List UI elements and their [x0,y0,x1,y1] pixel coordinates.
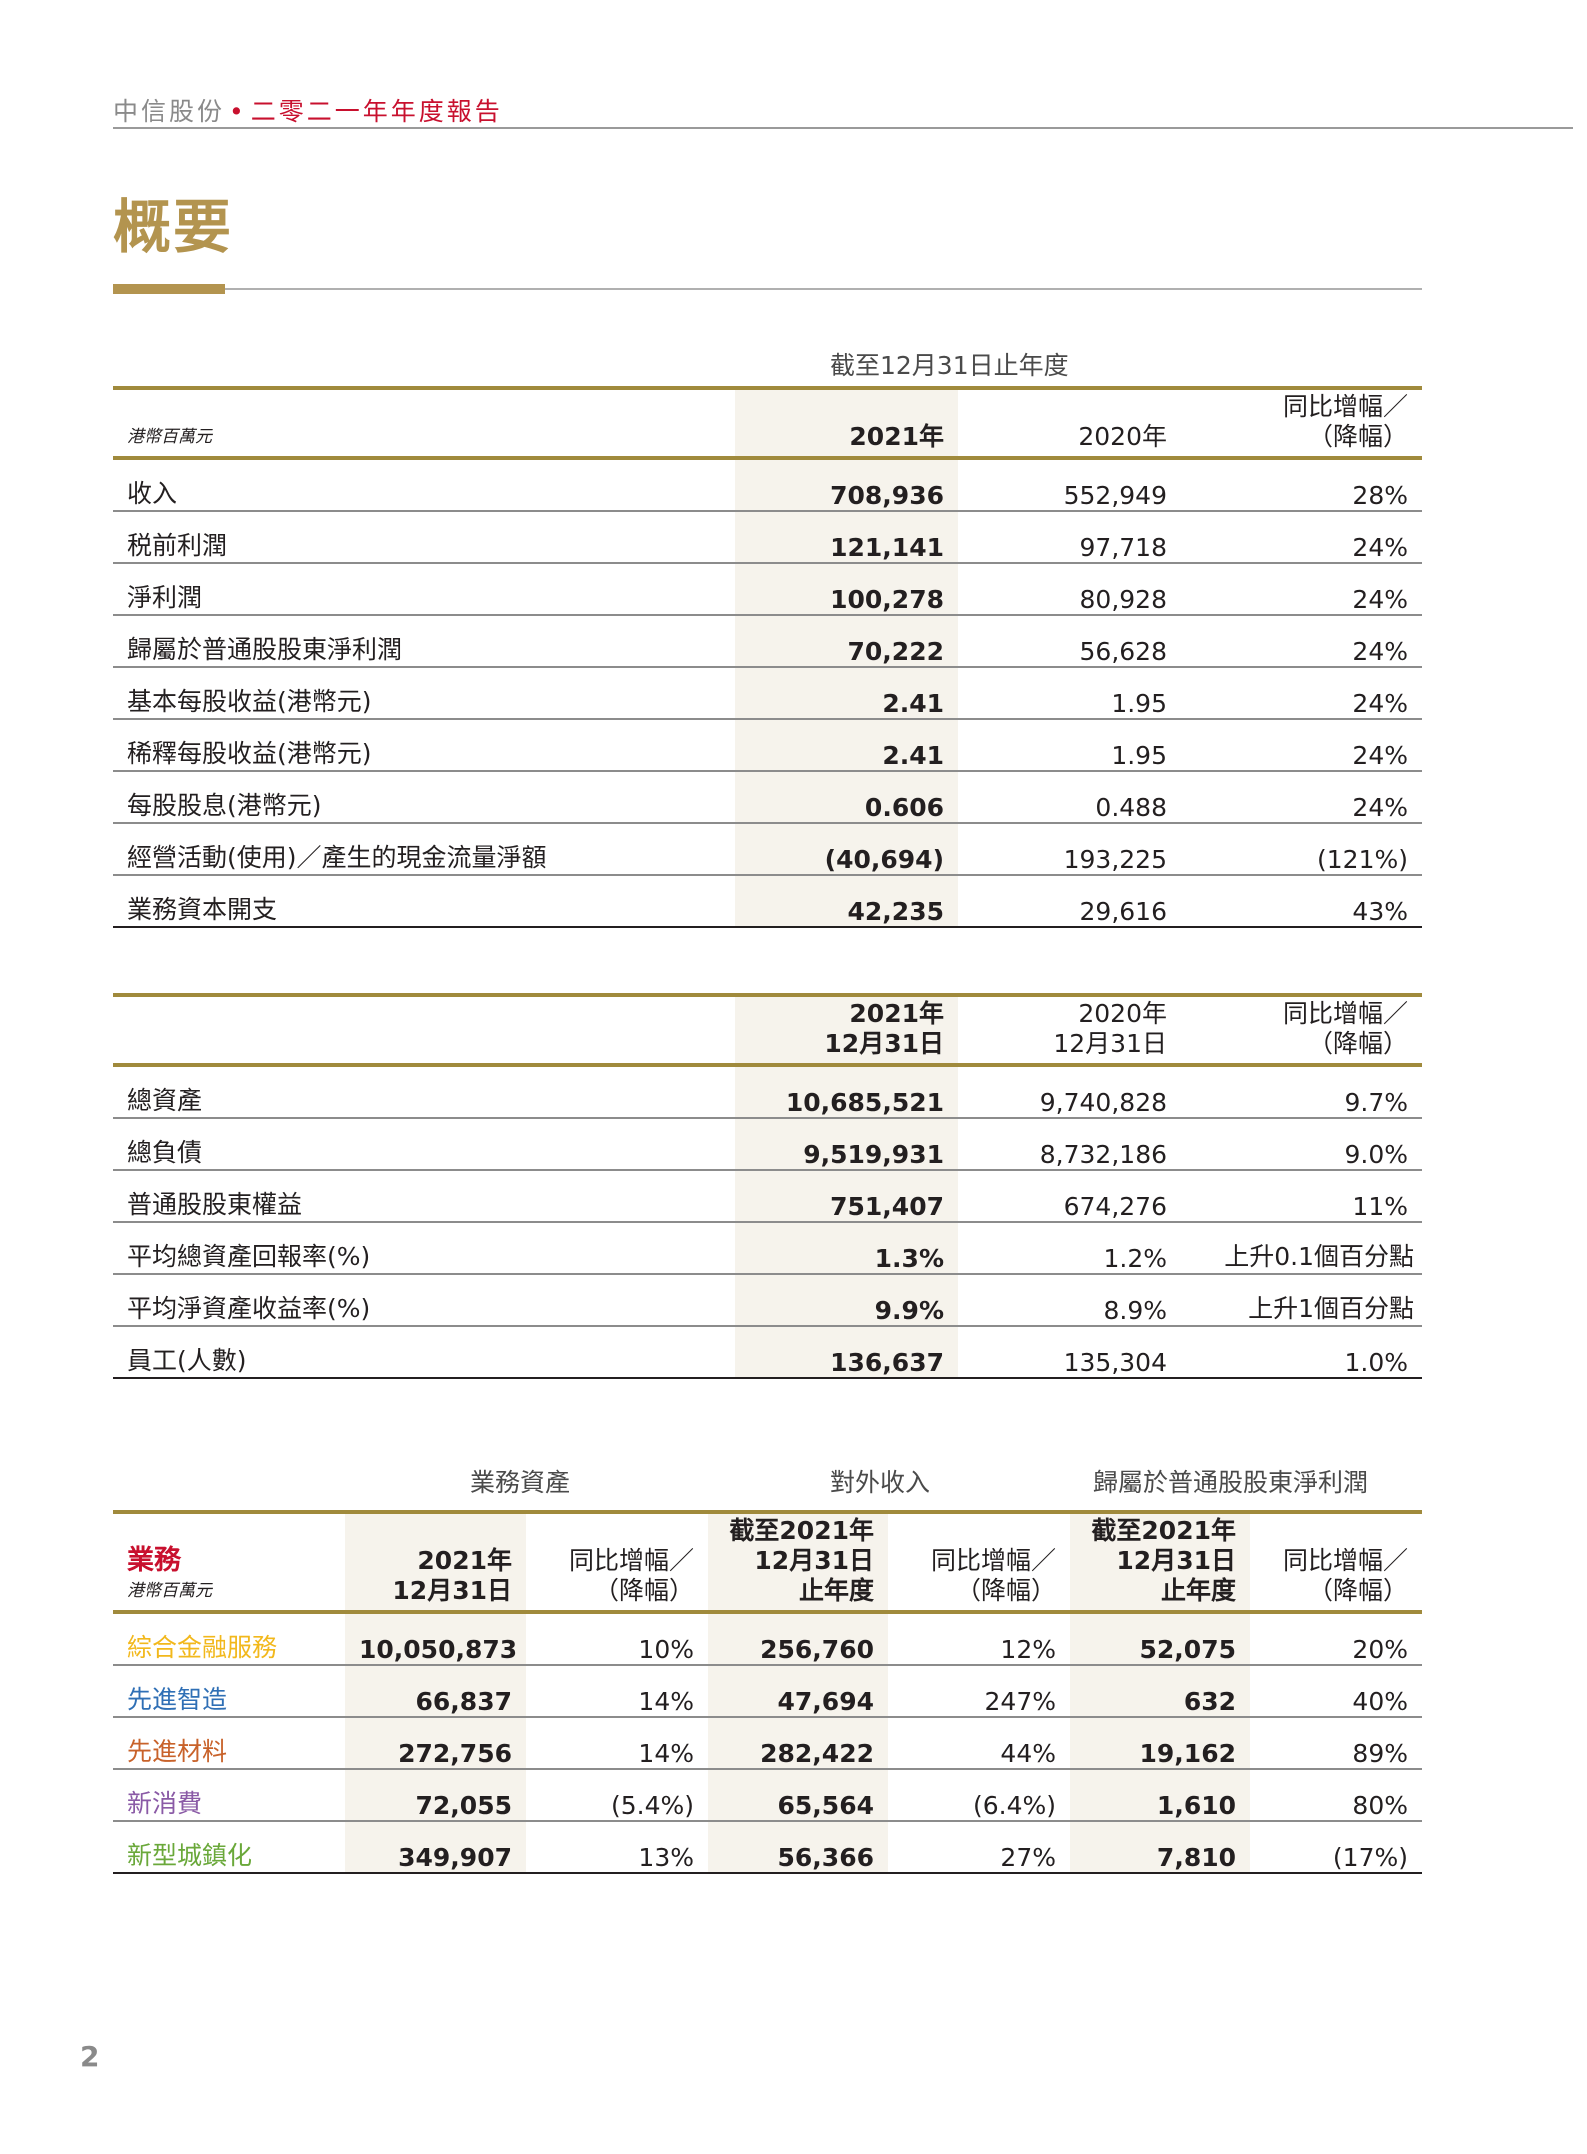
col-profit-period: 截至2021年 12月31日 止年度 [1070,1510,1250,1614]
col-profit-change: 同比增幅／ （降幅） [1250,1510,1422,1614]
unit-label: 港幣百萬元 [127,1581,212,1601]
col-assets-change: 同比增幅／ （降幅） [526,1510,708,1614]
balance-summary-table: 2021年 12月31日 2020年 12月31日 同比增幅／ （降幅） 總資產 10,… [113,993,1422,1379]
table-row: 税前利潤 121,141 97,718 24% [113,511,1422,564]
table2-header-row: 2021年 12月31日 2020年 12月31日 同比增幅／ （降幅） [113,993,1422,1067]
table1-super-header: 截至12月31日止年度 [830,351,1069,380]
table-row: 先進智造 66,837 14% 47,694 247% 632 40% [113,1665,1422,1718]
unit-label: 港幣百萬元 [127,427,212,447]
col-change: 同比增幅／ （降幅） [1181,386,1422,460]
header-rule [113,127,1573,129]
table-row: 總負債 9,519,931 8,732,186 9.0% [113,1118,1422,1171]
table-row: 經營活動(使用)／產生的現金流量淨額 (40,694) 193,225 (121%) [113,823,1422,876]
group-header-assets: 業務資產 [470,1468,571,1497]
table-row: 普通股股東權益 751,407 674,276 11% [113,1170,1422,1223]
group-header-profit: 歸屬於普通股股東淨利潤 [1093,1468,1369,1497]
page-number: 2 [80,2040,100,2073]
table-row: 員工(人數) 136,637 135,304 1.0% [113,1326,1422,1379]
group-header-revenue: 對外收入 [830,1468,931,1497]
company-name: 中信股份 [113,97,226,126]
col-revenue-change: 同比增幅／ （降幅） [888,1510,1070,1614]
table-row: 先進材料 272,756 14% 282,422 44% 19,162 89% [113,1717,1422,1770]
col-revenue-period: 截至2021年 12月31日 止年度 [708,1510,888,1614]
table-row: 歸屬於普通股股東淨利潤 70,222 56,628 24% [113,615,1422,668]
table-row: 業務資本開支 42,235 29,616 43% [113,875,1422,928]
report-name: 二零二一年年度報告 [250,97,503,126]
table-row: 每股股息(港幣元) 0.606 0.488 24% [113,771,1422,824]
col-2021: 2021年 [735,386,958,460]
table-row: 綜合金融服務 10,050,873 10% 256,760 12% 52,075 20% [113,1612,1422,1666]
running-header: 中信股份 • 二零二一年年度報告 [113,92,503,128]
col-assets-date: 2021年 12月31日 [345,1510,526,1614]
business-segment-table: 業務 港幣百萬元 2021年 12月31日 同比增幅／ （降幅） 截至2021年 12… [113,1510,1422,1874]
col-2020: 2020年 [958,386,1181,460]
table-row: 平均總資產回報率(%) 1.3% 1.2% 上升0.1個百分點 [113,1222,1422,1275]
table-row: 稀釋每股收益(港幣元) 2.41 1.95 24% [113,719,1422,772]
table-row: 平均淨資產收益率(%) 9.9% 8.9% 上升1個百分點 [113,1274,1422,1327]
title-rule [225,288,1422,290]
table-row: 淨利潤 100,278 80,928 24% [113,563,1422,616]
table-row: 新消費 72,055 (5.4%) 65,564 (6.4%) 1,610 80% [113,1769,1422,1822]
table-row: 總資產 10,685,521 9,740,828 9.7% [113,1065,1422,1119]
title-accent-bar [113,284,225,294]
table3-header-row: 業務 港幣百萬元 2021年 12月31日 同比增幅／ （降幅） 截至2021年 12… [113,1510,1422,1614]
separator-dot: • [229,97,247,126]
page-title: 概要 [113,193,234,261]
business-header: 業務 港幣百萬元 [113,1510,345,1614]
table-row: 收入 708,936 552,949 28% [113,458,1422,512]
table-row: 新型城鎮化 349,907 13% 56,366 27% 7,810 (17%) [113,1821,1422,1874]
col-2021-date: 2021年 12月31日 [735,993,958,1067]
table1-header-row: 港幣百萬元 2021年 2020年 同比增幅／ （降幅） [113,386,1422,460]
business-label: 業務 [127,1545,181,1576]
col-change: 同比增幅／ （降幅） [1181,993,1422,1067]
col-2020-date: 2020年 12月31日 [958,993,1181,1067]
table-row: 基本每股收益(港幣元) 2.41 1.95 24% [113,667,1422,720]
financial-summary-table: 港幣百萬元 2021年 2020年 同比增幅／ （降幅） 收入 708,936 552… [113,386,1422,928]
